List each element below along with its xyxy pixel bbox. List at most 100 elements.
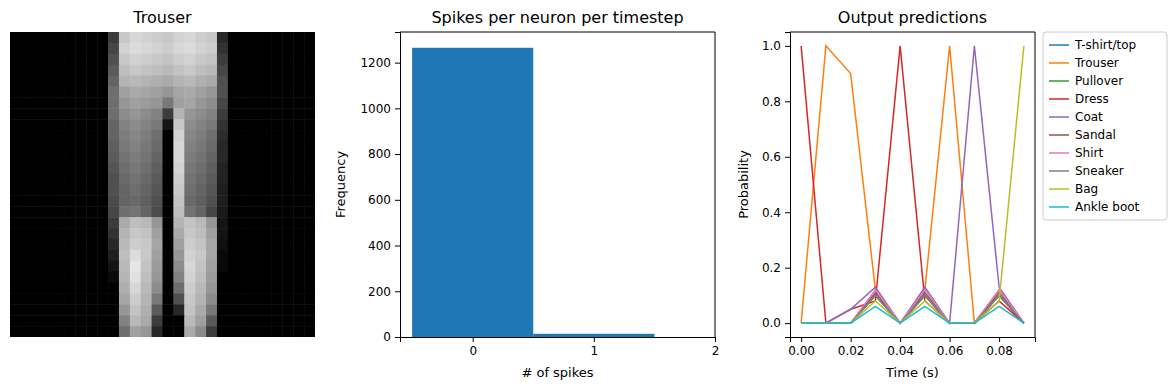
- pixel: [43, 326, 54, 337]
- pixel: [173, 97, 184, 108]
- pixel: [75, 86, 86, 97]
- pixel: [130, 163, 141, 174]
- tick: 0.4: [762, 206, 790, 220]
- pixel: [184, 228, 195, 239]
- pixel: [43, 174, 54, 185]
- pixel: [43, 304, 54, 315]
- pixel: [206, 97, 217, 108]
- pixel: [271, 195, 282, 206]
- pixel: [217, 163, 228, 174]
- pixel: [43, 272, 54, 283]
- pixel: [119, 293, 130, 304]
- pixel: [184, 206, 195, 217]
- pixel: [64, 228, 75, 239]
- pixel: [195, 261, 206, 272]
- pixel: [32, 272, 43, 283]
- pixel: [152, 174, 163, 185]
- pixel: [173, 174, 184, 185]
- pixel: [228, 65, 239, 76]
- pixel: [217, 152, 228, 163]
- pixel: [108, 315, 119, 326]
- legend-item: Sneaker: [1049, 164, 1124, 178]
- pixel: [64, 217, 75, 228]
- pixel: [10, 43, 21, 54]
- pixel: [239, 315, 250, 326]
- pixel: [250, 239, 261, 250]
- pixel: [282, 293, 293, 304]
- pixel: [64, 152, 75, 163]
- pixel: [108, 195, 119, 206]
- pixel: [293, 261, 304, 272]
- pixel: [206, 326, 217, 337]
- pixel: [261, 206, 272, 217]
- pixel: [206, 163, 217, 174]
- pixel: [21, 272, 32, 283]
- pixel: [250, 315, 261, 326]
- pixel: [43, 228, 54, 239]
- pixel: [108, 97, 119, 108]
- pixel: [130, 185, 141, 196]
- pixel: [32, 141, 43, 152]
- pixel: [75, 141, 86, 152]
- y-axis-label: Frequency: [333, 151, 348, 218]
- pixel: [217, 293, 228, 304]
- pixel: [32, 174, 43, 185]
- pixel: [217, 43, 228, 54]
- pixel: [271, 32, 282, 43]
- tick-label: 0.00: [788, 344, 815, 358]
- tick-label: 0: [383, 330, 391, 344]
- pixel: [75, 119, 86, 130]
- tick-label: 400: [368, 239, 391, 253]
- pixel: [108, 174, 119, 185]
- pixel: [163, 174, 174, 185]
- pixel: [261, 43, 272, 54]
- pixel: [282, 304, 293, 315]
- pixel: [293, 54, 304, 65]
- pixel: [108, 304, 119, 315]
- pixel: [217, 315, 228, 326]
- pixel: [119, 217, 130, 228]
- pixel: [119, 315, 130, 326]
- pixel: [75, 228, 86, 239]
- tick: 0.2: [762, 261, 790, 275]
- legend-swatch: [1049, 134, 1069, 136]
- pixel: [217, 206, 228, 217]
- pixel: [261, 130, 272, 141]
- pixel: [21, 141, 32, 152]
- pixel: [163, 65, 174, 76]
- pixel: [250, 174, 261, 185]
- pixel: [271, 152, 282, 163]
- legend-swatch: [1049, 80, 1069, 82]
- pixel: [282, 163, 293, 174]
- pixel: [304, 54, 315, 65]
- pixel: [271, 326, 282, 337]
- legend-swatch: [1049, 116, 1069, 118]
- tick-mark: [395, 337, 400, 338]
- pixel: [119, 239, 130, 250]
- pixel: [119, 250, 130, 261]
- spine: [790, 32, 1035, 33]
- pixel: [43, 195, 54, 206]
- pixel: [239, 163, 250, 174]
- pixel: [228, 130, 239, 141]
- pixel: [293, 195, 304, 206]
- pixel: [75, 152, 86, 163]
- pixel: [217, 86, 228, 97]
- pixel: [293, 250, 304, 261]
- pixel: [163, 261, 174, 272]
- pixel: [228, 206, 239, 217]
- pixel: [163, 32, 174, 43]
- pixel: [184, 86, 195, 97]
- pixel: [239, 272, 250, 283]
- pixel: [173, 293, 184, 304]
- pixel: [54, 163, 65, 174]
- pixel: [54, 86, 65, 97]
- pixel: [75, 97, 86, 108]
- pixel: [141, 43, 152, 54]
- pixel: [206, 272, 217, 283]
- pixel: [75, 250, 86, 261]
- pixel: [152, 65, 163, 76]
- pixel: [130, 97, 141, 108]
- pixel: [130, 283, 141, 294]
- legend-item: Shirt: [1049, 146, 1103, 160]
